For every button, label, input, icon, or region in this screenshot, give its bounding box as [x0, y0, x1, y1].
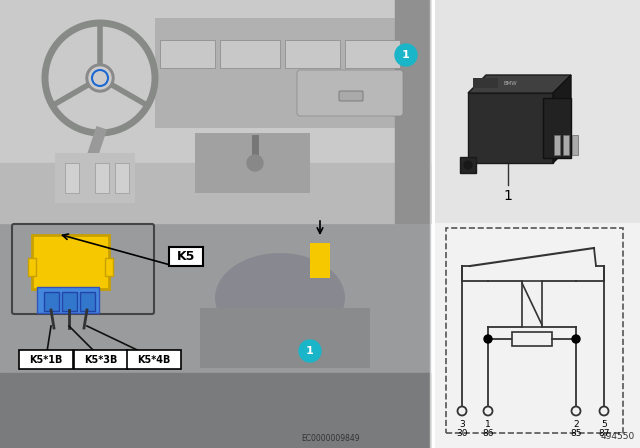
FancyBboxPatch shape	[127, 350, 181, 369]
FancyBboxPatch shape	[169, 247, 203, 266]
Text: 85: 85	[570, 429, 582, 438]
Bar	[310, 243, 330, 278]
Bar	[435, 0, 640, 223]
Bar	[554, 135, 560, 155]
Text: 494550: 494550	[601, 432, 635, 441]
Text: 86: 86	[483, 429, 493, 438]
Text: 1: 1	[485, 420, 491, 429]
Bar	[55, 153, 135, 203]
Bar	[195, 133, 310, 193]
Bar	[435, 223, 640, 448]
Bar	[200, 308, 370, 368]
FancyBboxPatch shape	[44, 292, 58, 310]
Bar	[512, 332, 552, 346]
Bar	[345, 40, 400, 68]
Circle shape	[86, 64, 114, 92]
Text: 87: 87	[598, 429, 610, 438]
Text: 1: 1	[306, 346, 314, 356]
Circle shape	[572, 335, 580, 343]
Text: BMW: BMW	[503, 81, 517, 86]
Bar	[155, 18, 415, 128]
Bar	[563, 135, 569, 155]
Bar	[0, 0, 430, 223]
FancyBboxPatch shape	[79, 292, 95, 310]
FancyBboxPatch shape	[19, 350, 73, 369]
FancyBboxPatch shape	[297, 70, 403, 116]
Text: K5*3B: K5*3B	[84, 354, 118, 365]
Bar	[285, 40, 340, 68]
Bar	[0, 223, 430, 448]
Bar	[543, 98, 571, 158]
Polygon shape	[553, 75, 571, 163]
Bar	[460, 157, 476, 173]
Text: 5: 5	[601, 420, 607, 429]
Bar	[522, 281, 542, 327]
Text: K5*1B: K5*1B	[29, 354, 63, 365]
Circle shape	[484, 335, 492, 343]
Bar	[65, 163, 79, 193]
Polygon shape	[468, 75, 571, 93]
Bar	[105, 258, 113, 276]
FancyBboxPatch shape	[12, 224, 154, 314]
Text: 1: 1	[504, 189, 513, 203]
Text: K5: K5	[177, 250, 195, 263]
Bar	[446, 228, 623, 433]
FancyBboxPatch shape	[32, 235, 109, 289]
Circle shape	[395, 44, 417, 66]
Bar	[95, 163, 109, 193]
Text: 30: 30	[456, 429, 468, 438]
Bar	[160, 40, 215, 68]
Circle shape	[299, 340, 321, 362]
Bar	[473, 78, 498, 88]
Circle shape	[89, 67, 111, 89]
Ellipse shape	[215, 253, 345, 343]
Circle shape	[464, 161, 472, 169]
Bar	[115, 163, 129, 193]
Text: 1: 1	[402, 50, 410, 60]
FancyBboxPatch shape	[37, 287, 99, 313]
Bar	[468, 93, 553, 163]
Circle shape	[247, 155, 263, 171]
Text: 2: 2	[573, 420, 579, 429]
FancyBboxPatch shape	[61, 292, 77, 310]
FancyBboxPatch shape	[74, 350, 128, 369]
FancyBboxPatch shape	[339, 91, 363, 101]
Text: EC0000009849: EC0000009849	[301, 434, 360, 443]
Text: 3: 3	[459, 420, 465, 429]
Text: K5*4B: K5*4B	[138, 354, 171, 365]
Bar	[220, 40, 280, 68]
Bar	[572, 135, 578, 155]
Bar	[28, 258, 36, 276]
